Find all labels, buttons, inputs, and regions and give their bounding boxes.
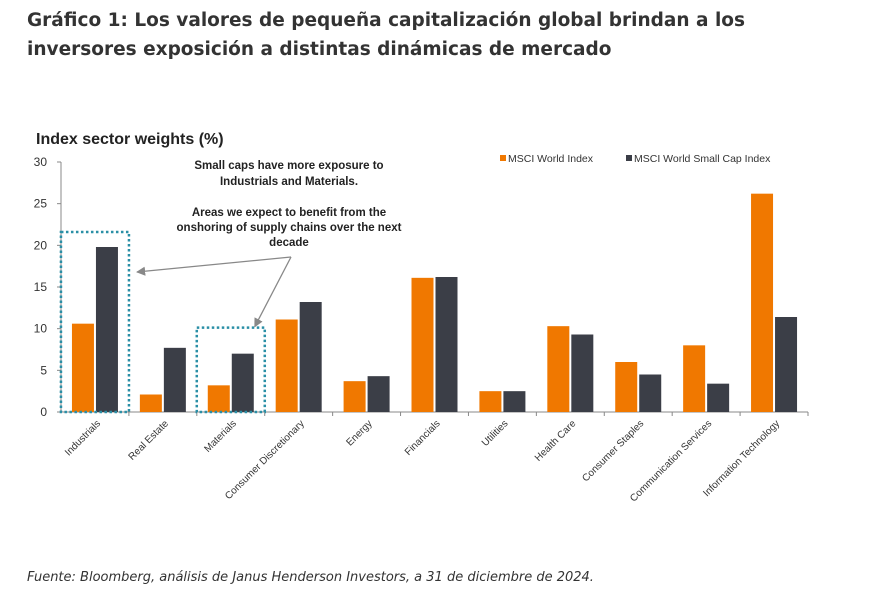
x-tick-label-industrials: Industrials <box>63 418 103 458</box>
bar-msci-world-index-health-care <box>547 326 570 412</box>
chart-title: Index sector weights (%) <box>36 131 224 148</box>
legend-label-msci-world-index: MSCI World Index <box>508 153 594 165</box>
bar-msci-world-index-real-estate <box>139 394 162 412</box>
sector-weights-chart: Index sector weights (%) 0 5 10 15 20 25 30 Indu… <box>34 131 809 504</box>
bar-msci-world-small-cap-index-energy <box>367 376 390 412</box>
chart-container: Index sector weights (%) 0 5 10 15 20 25 30 Indu… <box>0 120 876 530</box>
annotation-arrow-materials <box>254 256 292 328</box>
x-tick-label-materials: Materials <box>202 418 238 454</box>
bar-msci-world-index-materials <box>207 385 230 412</box>
bar-msci-world-small-cap-index-real-estate <box>163 347 186 412</box>
bar-msci-world-index-consumer-discretionary <box>275 319 298 412</box>
legend-swatch-msci-world-index <box>500 155 506 161</box>
x-tick-label-financials: Financials <box>403 418 443 458</box>
bar-msci-world-index-communication-services <box>683 345 706 412</box>
y-tick-label: 30 <box>34 155 48 169</box>
bar-msci-world-small-cap-index-consumer-staples <box>639 374 662 412</box>
y-tick-label: 10 <box>34 322 48 336</box>
legend-swatch-msci-world-small-cap-index <box>626 155 632 161</box>
x-tick-label-energy: Energy <box>345 418 375 448</box>
x-tick-label-health-care: Health Care <box>533 418 579 464</box>
bar-msci-world-index-industrials <box>71 323 94 412</box>
bar-msci-world-small-cap-index-utilities <box>503 391 526 412</box>
bar-msci-world-small-cap-index-consumer-discretionary <box>299 302 322 412</box>
bar-msci-world-small-cap-index-materials <box>231 353 254 412</box>
bar-msci-world-index-financials <box>411 277 434 412</box>
x-tick-label-consumer-discretionary: Consumer Discretionary <box>223 418 307 502</box>
x-tick-label-utilities: Utilities <box>480 418 511 449</box>
x-tick-label-real-estate: Real Estate <box>127 418 172 463</box>
x-tick-label-information-technology: Information Technology <box>701 418 782 499</box>
x-tick-label-consumer-staples: Consumer Staples <box>580 418 646 484</box>
y-tick-label: 20 <box>34 238 48 252</box>
bar-msci-world-index-energy <box>343 381 366 412</box>
bar-msci-world-index-information-technology <box>751 193 774 412</box>
annotation-line: Small caps have more exposure to <box>194 160 383 172</box>
source-note: Fuente: Bloomberg, análisis de Janus Hen… <box>27 570 594 585</box>
page-heading: Gráfico 1: Los valores de pequeña capita… <box>27 10 746 60</box>
bar-msci-world-small-cap-index-information-technology <box>775 317 798 412</box>
legend-label-msci-world-small-cap-index: MSCI World Small Cap Index <box>634 153 771 165</box>
annotation-line: Areas we expect to benefit from the <box>192 207 386 219</box>
y-tick-label: 0 <box>40 405 47 419</box>
highlight-box-materials <box>195 326 267 414</box>
y-tick-label: 25 <box>34 197 48 211</box>
y-tick-label: 15 <box>34 280 48 294</box>
bar-msci-world-index-utilities <box>479 391 502 412</box>
annotation-arrow-industrials <box>136 256 292 276</box>
annotation-line: onshoring of supply chains over the next <box>177 222 402 234</box>
bar-msci-world-index-consumer-staples <box>615 362 638 412</box>
annotation-line: Industrials and Materials. <box>220 176 358 188</box>
y-tick-label: 5 <box>40 363 47 377</box>
annotation-line: decade <box>269 237 309 249</box>
bar-msci-world-small-cap-index-health-care <box>571 334 594 412</box>
bar-msci-world-small-cap-index-industrials <box>95 247 118 412</box>
bar-msci-world-small-cap-index-financials <box>435 277 458 412</box>
highlight-box-industrials <box>59 230 131 414</box>
bar-msci-world-small-cap-index-communication-services <box>707 383 730 412</box>
